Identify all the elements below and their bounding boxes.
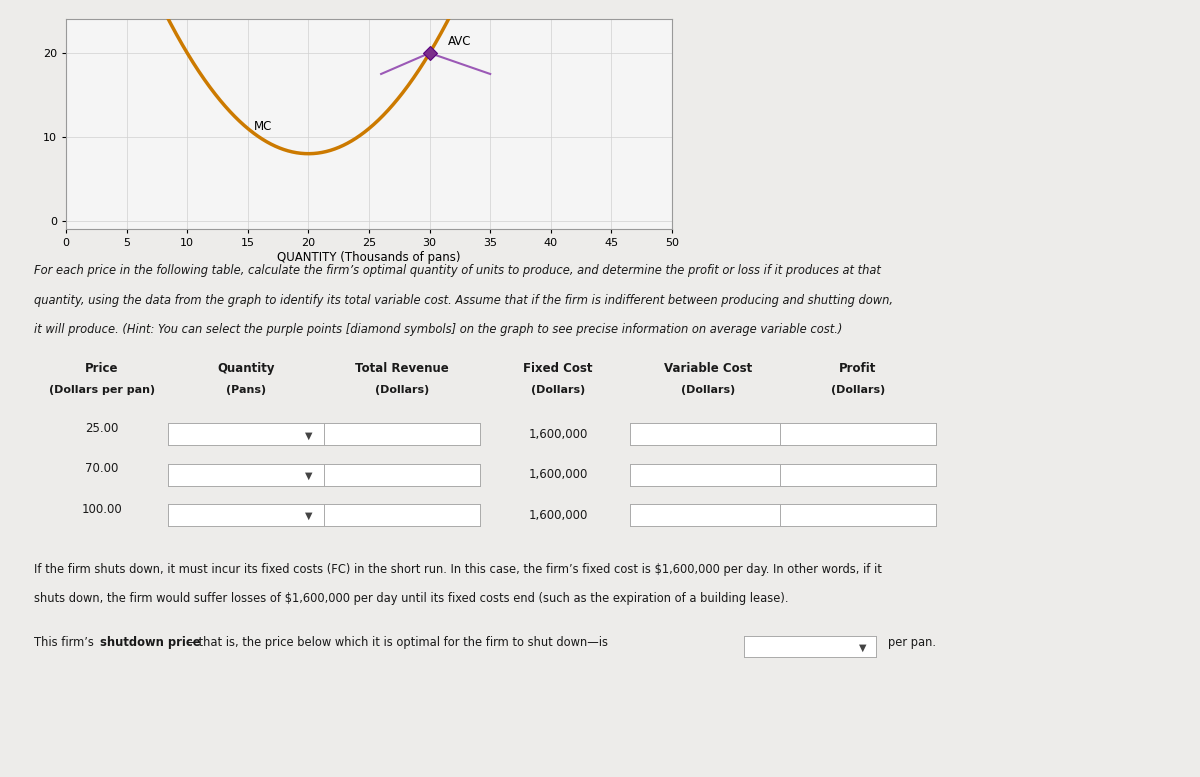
Text: 1,600,000: 1,600,000 — [528, 428, 588, 441]
Text: Total Revenue: Total Revenue — [355, 362, 449, 375]
Text: quantity, using the data from the graph to identify its total variable cost. Ass: quantity, using the data from the graph … — [34, 294, 893, 307]
Text: (Dollars): (Dollars) — [680, 385, 736, 395]
Text: (Dollars): (Dollars) — [530, 385, 586, 395]
Text: (Dollars per pan): (Dollars per pan) — [49, 385, 155, 395]
Text: Variable Cost: Variable Cost — [664, 362, 752, 375]
Text: For each price in the following table, calculate the firm’s optimal quantity of : For each price in the following table, c… — [34, 264, 881, 277]
Text: ▼: ▼ — [859, 643, 866, 653]
Text: shuts down, the firm would suffer losses of $1,600,000 per day until its fixed c: shuts down, the firm would suffer losses… — [34, 592, 788, 605]
Text: If the firm shuts down, it must incur its fixed costs (FC) in the short run. In : If the firm shuts down, it must incur it… — [34, 563, 882, 576]
Text: AVC: AVC — [448, 35, 472, 48]
Text: MC: MC — [254, 120, 272, 133]
Text: Price: Price — [85, 362, 119, 375]
Text: —that is, the price below which it is optimal for the firm to shut down—is: —that is, the price below which it is op… — [187, 636, 608, 649]
Text: (Pans): (Pans) — [226, 385, 266, 395]
Text: 1,600,000: 1,600,000 — [528, 509, 588, 521]
Text: 1,600,000: 1,600,000 — [528, 469, 588, 481]
Text: it will produce. (Hint: You can select the purple points [diamond symbols] on th: it will produce. (Hint: You can select t… — [34, 323, 842, 336]
Text: ▼: ▼ — [305, 471, 312, 481]
Text: Fixed Cost: Fixed Cost — [523, 362, 593, 375]
Text: Profit: Profit — [839, 362, 877, 375]
Text: 25.00: 25.00 — [85, 422, 119, 435]
X-axis label: QUANTITY (Thousands of pans): QUANTITY (Thousands of pans) — [277, 251, 461, 264]
Text: 70.00: 70.00 — [85, 462, 119, 476]
Text: ▼: ▼ — [305, 430, 312, 441]
Text: (Dollars): (Dollars) — [374, 385, 430, 395]
Text: 100.00: 100.00 — [82, 503, 122, 516]
Text: This firm’s: This firm’s — [34, 636, 97, 649]
Text: ▼: ▼ — [305, 511, 312, 521]
Text: shutdown price: shutdown price — [100, 636, 200, 649]
Text: Quantity: Quantity — [217, 362, 275, 375]
Text: (Dollars): (Dollars) — [830, 385, 886, 395]
Text: per pan.: per pan. — [888, 636, 936, 649]
